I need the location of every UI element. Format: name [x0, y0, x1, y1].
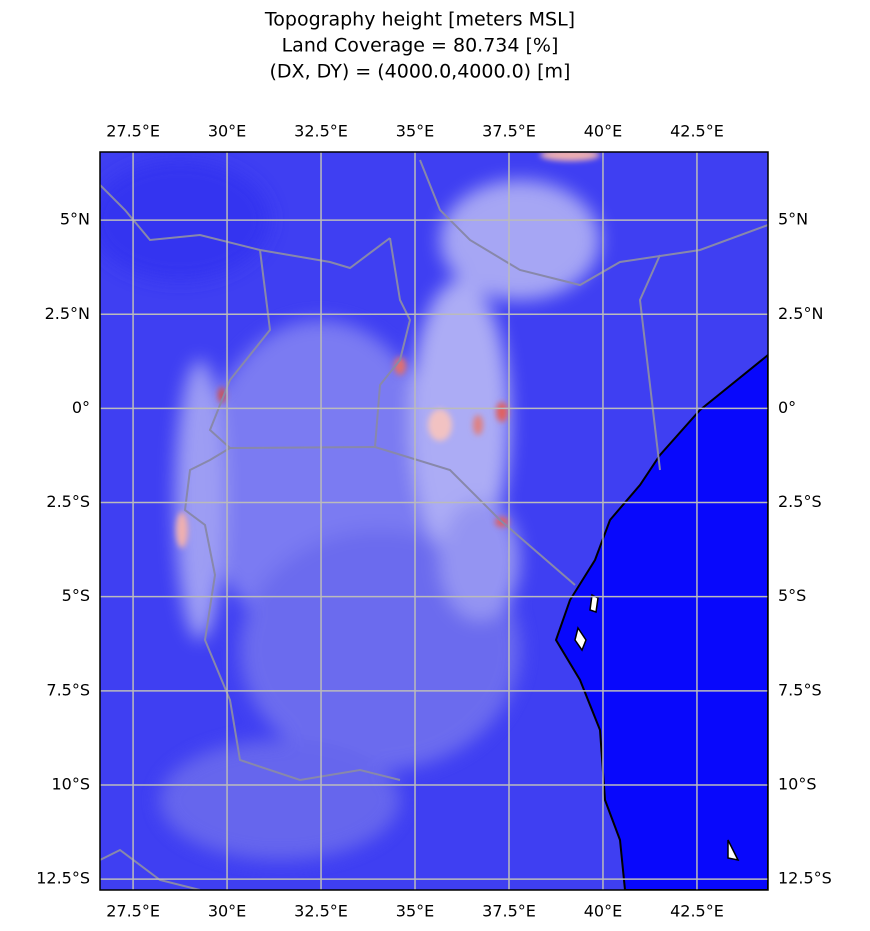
borders: [100, 159, 768, 890]
y-tick-label: 7.5°S: [778, 680, 822, 699]
x-tick-label: 37.5°E: [482, 122, 536, 141]
y-tick-label: 0°: [778, 398, 796, 417]
x-tick-label: 40°E: [584, 122, 622, 141]
y-tick-label: 2.5°S: [46, 492, 90, 511]
terrain: [100, 152, 768, 890]
y-tick-label: 10°S: [778, 774, 817, 793]
y-tick-label: 5°N: [60, 210, 90, 229]
x-tick-label: 40°E: [584, 902, 622, 921]
x-tick-label: 27.5°E: [106, 122, 160, 141]
y-tick-label: 10°S: [51, 774, 90, 793]
y-tick-label: 2.5°S: [778, 492, 822, 511]
x-tick-label: 30°E: [208, 902, 246, 921]
title-line: (DX, DY) = (4000.0,4000.0) [m]: [270, 61, 571, 83]
y-tick-label: 5°S: [62, 586, 90, 605]
y-tick-label: 12.5°S: [36, 869, 90, 888]
x-tick-label: 32.5°E: [294, 902, 348, 921]
x-tick-label: 42.5°E: [670, 122, 724, 141]
x-tick-label: 35°E: [396, 902, 434, 921]
title-line: Land Coverage = 80.734 [%]: [282, 35, 559, 57]
x-tick-label: 27.5°E: [106, 902, 160, 921]
y-tick-label: 2.5°N: [778, 304, 823, 323]
y-tick-label: 5°N: [778, 210, 808, 229]
graticule: [100, 152, 768, 890]
x-tick-label: 37.5°E: [482, 902, 536, 921]
title-line: Topography height [meters MSL]: [264, 9, 575, 31]
x-tick-label: 30°E: [208, 122, 246, 141]
x-tick-label: 32.5°E: [294, 122, 348, 141]
y-tick-label: 5°S: [778, 586, 806, 605]
y-tick-label: 12.5°S: [778, 869, 832, 888]
x-tick-label: 42.5°E: [670, 902, 724, 921]
islands: [574, 593, 740, 862]
map-frame: [99, 151, 769, 891]
y-tick-label: 7.5°S: [46, 680, 90, 699]
y-tick-label: 2.5°N: [45, 304, 90, 323]
x-tick-label: 35°E: [396, 122, 434, 141]
ocean-coastline: [554, 353, 768, 890]
y-tick-label: 0°: [72, 398, 90, 417]
